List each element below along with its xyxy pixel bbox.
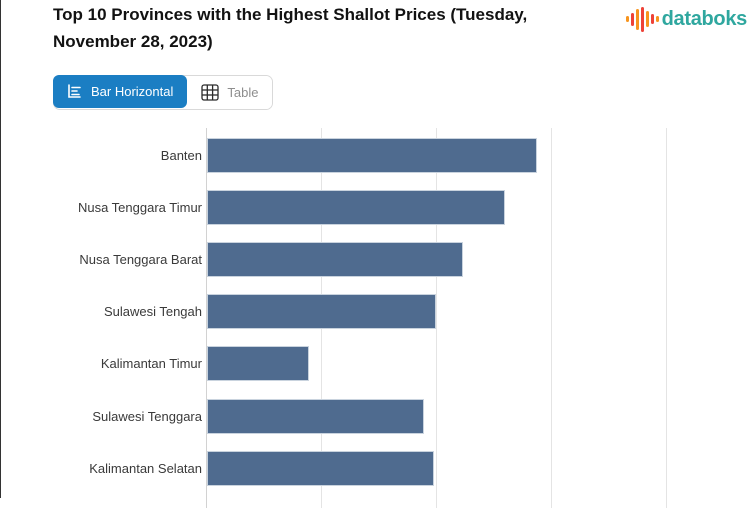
databoks-bars-icon (625, 6, 659, 32)
bar-row: Nusa Tenggara Timur (0, 181, 753, 233)
category-label: Sulawesi Tengah (103, 304, 202, 320)
bar-horizontal-icon (67, 84, 83, 99)
page-title: Top 10 Provinces with the Highest Shallo… (53, 5, 528, 51)
bar-rows: Banten Nusa Tenggara Timur Nusa Tenggara B… (0, 129, 753, 494)
bar-banten[interactable] (207, 137, 537, 173)
bar-sulawesi-tenggara[interactable] (207, 398, 424, 434)
chart-view-toggle: Bar Horizontal Table (53, 75, 274, 110)
table-icon (201, 84, 220, 101)
bar-row: Banten (0, 129, 753, 181)
category-label: Kalimantan Timur (100, 356, 202, 372)
bar-row: Nusa Tenggara Barat (0, 233, 753, 285)
databoks-logo-text: databoks (661, 7, 748, 30)
y-axis-line (206, 128, 207, 508)
bar-row: Sulawesi Tenggara (0, 390, 753, 442)
bar-row: Kalimantan Timur (0, 338, 753, 390)
bar-nusa-tenggara-timur[interactable] (207, 189, 505, 225)
category-label: Sulawesi Tenggara (92, 408, 202, 424)
bar-kalimantan-timur[interactable] (207, 346, 309, 382)
table-button[interactable]: Table (187, 76, 273, 109)
screen-left-border (0, 0, 1, 498)
bar-row: Sulawesi Tengah (0, 286, 753, 338)
bar-chart: Banten Nusa Tenggara Timur Nusa Tenggara B… (0, 125, 753, 508)
table-label: Table (227, 85, 259, 100)
bar-nusa-tenggara-barat[interactable] (207, 241, 463, 277)
bar-horizontal-button[interactable]: Bar Horizontal (53, 75, 188, 108)
bar-row: Kalimantan Selatan (0, 442, 753, 494)
category-label: Kalimantan Selatan (89, 460, 202, 476)
category-label: Nusa Tenggara Barat (79, 251, 202, 267)
bar-horizontal-label: Bar Horizontal (91, 84, 174, 99)
bar-kalimantan-selatan[interactable] (207, 450, 434, 486)
gridline (551, 128, 552, 508)
category-label: Banten (160, 147, 202, 163)
gridline (436, 128, 437, 508)
databoks-logo[interactable]: databoks (625, 6, 748, 32)
category-label: Nusa Tenggara Timur (77, 199, 202, 215)
bar-sulawesi-tengah[interactable] (207, 294, 436, 330)
gridline (666, 128, 667, 508)
